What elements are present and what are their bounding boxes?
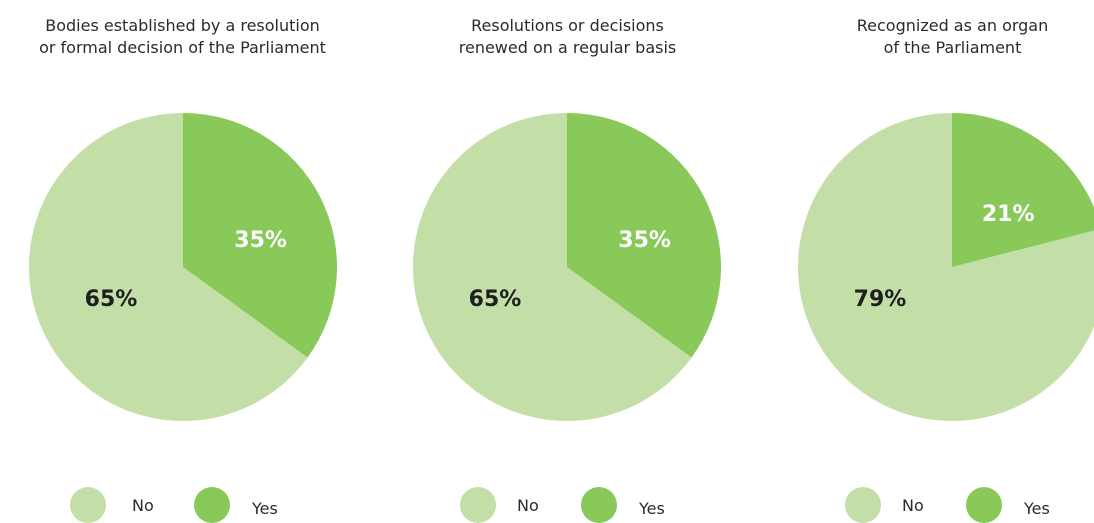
pie-slice-no <box>413 113 692 421</box>
pie-svg: 35% 65% <box>413 113 721 421</box>
pie-svg: 35% 65% <box>29 113 338 421</box>
legend: No Yes <box>770 487 1094 523</box>
pie-chart-recognized-organ: Recognized as an organ of the Parliament… <box>770 0 1094 523</box>
pie-label-no: 79% <box>854 287 907 312</box>
pie-slice-no <box>798 113 1094 421</box>
legend-swatch-yes <box>581 487 617 523</box>
pie-label-yes: 21% <box>982 202 1035 227</box>
pie-svg: 21% 79% <box>798 113 1094 421</box>
legend-swatch-no <box>460 487 496 523</box>
chart-title: Resolutions or decisions renewed on a re… <box>458 16 677 57</box>
pie-chart-bodies-established: Bodies established by a resolution or fo… <box>0 0 365 523</box>
pie-slice-no <box>29 113 308 421</box>
legend-label-no: No <box>132 496 154 515</box>
chart-title: Recognized as an organ of the Parliament <box>856 16 1049 57</box>
legend-label-no: No <box>902 496 924 515</box>
pie-label-no: 65% <box>85 287 138 312</box>
legend-label-yes: Yes <box>639 499 665 518</box>
pie-slice-yes <box>567 113 721 358</box>
legend-swatch-no <box>70 487 106 523</box>
legend-label-yes: Yes <box>252 499 278 518</box>
pie-label-no: 65% <box>469 287 522 312</box>
legend-swatch-yes <box>194 487 230 523</box>
chart-title: Bodies established by a resolution or fo… <box>39 16 326 57</box>
pie-label-yes: 35% <box>618 228 671 253</box>
legend-swatch-no <box>845 487 881 523</box>
legend-label-yes: Yes <box>1024 499 1050 518</box>
pie-slice-yes <box>952 113 1094 267</box>
legend: No Yes <box>0 487 365 523</box>
legend: No Yes <box>385 487 750 523</box>
legend-swatch-yes <box>966 487 1002 523</box>
pie-label-yes: 35% <box>234 228 287 253</box>
legend-label-no: No <box>517 496 539 515</box>
pie-slice-yes <box>183 113 338 358</box>
pie-chart-resolutions-renewed: Resolutions or decisions renewed on a re… <box>385 0 750 523</box>
